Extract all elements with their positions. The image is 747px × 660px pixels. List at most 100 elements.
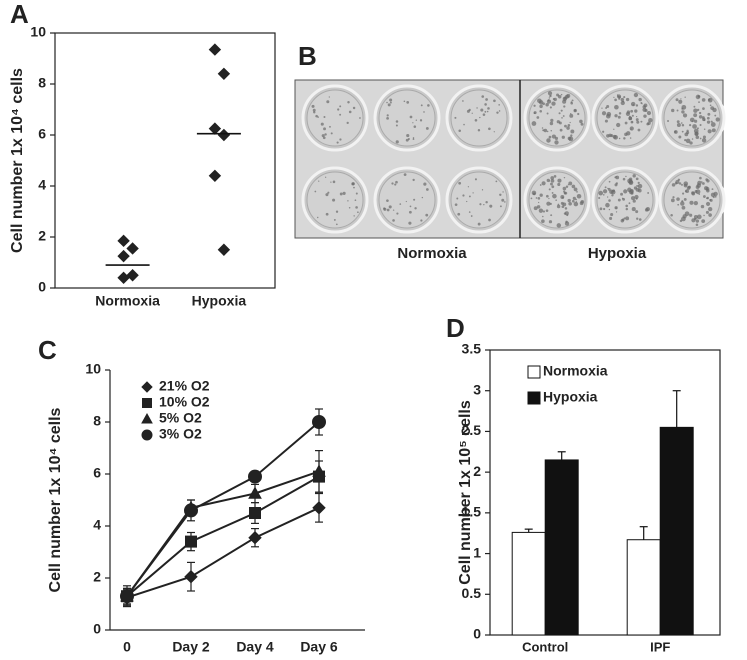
colony [678, 99, 683, 104]
colony [484, 110, 487, 113]
colony [556, 204, 561, 209]
colony [547, 91, 553, 96]
colony [395, 120, 399, 123]
colony [425, 188, 429, 191]
colony [501, 198, 505, 202]
colony [539, 184, 542, 186]
y-tick-label: 0 [93, 621, 101, 637]
colony [542, 102, 545, 106]
marker [312, 501, 326, 515]
colony [620, 219, 625, 223]
colony [546, 130, 549, 133]
colony [568, 202, 572, 206]
colony [499, 193, 502, 197]
marker [248, 469, 262, 484]
colony [563, 96, 567, 100]
group-label: Normoxia [397, 245, 467, 262]
y-tick-label: 3 [473, 381, 481, 397]
colony [707, 206, 713, 212]
colony [352, 106, 356, 110]
colony [566, 126, 570, 130]
colony [629, 126, 634, 131]
colony [470, 215, 473, 217]
colony [351, 182, 355, 186]
marker [126, 269, 139, 282]
colony [698, 115, 703, 119]
colony [339, 192, 343, 196]
colony [550, 130, 552, 132]
y-tick-label: 0 [473, 626, 481, 642]
colony [542, 215, 544, 218]
colony [548, 220, 553, 224]
colony [562, 202, 567, 207]
colony [386, 199, 389, 202]
colony [484, 103, 487, 106]
y-tick-label: 2 [38, 228, 46, 244]
colony [606, 111, 612, 117]
colony [640, 120, 643, 123]
colony [678, 182, 682, 185]
colony [614, 206, 618, 210]
colony [533, 112, 536, 114]
colony [466, 200, 468, 203]
colony [548, 135, 552, 139]
colony [705, 210, 709, 214]
colony [625, 175, 627, 178]
colony [606, 196, 609, 198]
colony [602, 130, 605, 133]
colony [548, 188, 551, 191]
colony [572, 196, 576, 200]
colony [697, 180, 702, 186]
colony [557, 182, 561, 187]
colony [315, 114, 318, 118]
colony [394, 183, 397, 186]
colony [346, 121, 349, 125]
colony [710, 120, 713, 123]
bar [511, 531, 546, 636]
colony [677, 203, 680, 206]
colony [412, 138, 415, 141]
colony [707, 129, 712, 134]
colony [625, 207, 629, 211]
colony [635, 210, 639, 214]
colony [324, 133, 327, 136]
colony [636, 217, 639, 220]
colony [628, 116, 633, 121]
colony [419, 119, 423, 122]
colony [705, 187, 710, 191]
colony [458, 181, 462, 185]
colony [504, 201, 506, 203]
colony [635, 185, 638, 187]
colony [681, 123, 685, 127]
colony [614, 98, 617, 102]
colony [333, 218, 336, 221]
colony [468, 108, 471, 112]
colony [357, 211, 359, 214]
colony [386, 208, 390, 212]
colony [476, 107, 478, 109]
x-tick-label: IPF [650, 639, 670, 654]
colony [498, 110, 501, 112]
colony [353, 186, 355, 189]
colony [551, 185, 555, 189]
y-tick-label: 2 [93, 569, 101, 585]
legend-label: Hypoxia [543, 389, 598, 405]
y-tick-label: 4 [93, 517, 101, 533]
colony [329, 125, 331, 128]
marker [312, 464, 326, 477]
colony [560, 93, 563, 96]
colony [564, 191, 568, 195]
colony [602, 189, 608, 194]
y-axis-label: Cell number 1x 10⁵ cells [457, 400, 474, 585]
colony [474, 119, 478, 122]
marker [249, 507, 261, 519]
colony [403, 100, 406, 103]
colony [486, 110, 489, 113]
marker [248, 486, 262, 499]
colony [479, 116, 481, 119]
colony [546, 194, 549, 198]
colony [629, 115, 631, 118]
colony [707, 97, 713, 103]
series-line [126, 421, 320, 597]
colony [386, 116, 389, 120]
